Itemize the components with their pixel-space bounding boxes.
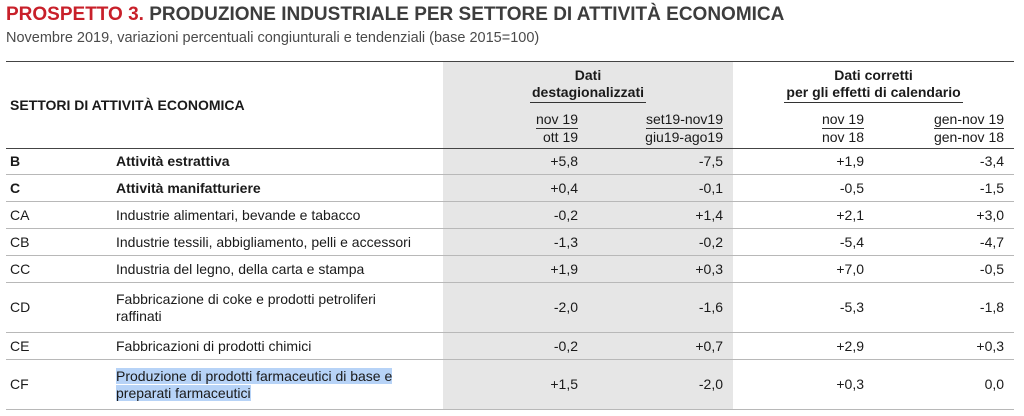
compare-1-bottom: ott 19 (542, 128, 579, 145)
row-value-yoy: +0,3 (733, 359, 875, 410)
row-sector-name[interactable]: Produzione di prodotti farmaceutici di b… (116, 359, 444, 410)
row-value-3m: -0,1 (588, 174, 734, 202)
group2-line2: per gli effetti di calendario (784, 84, 963, 103)
group1-line1: Dati (574, 67, 602, 83)
table-title-text: PRODUZIONE INDUSTRIALE PER SETTORE DI AT… (143, 4, 785, 25)
compare-2-top: set19-nov19 (645, 110, 724, 129)
table-row: CE Fabbricazioni di prodotti chimici -0,… (6, 332, 1015, 360)
row-value-ytd: -1,5 (874, 174, 1015, 202)
row-value-yoy: +2,1 (733, 201, 875, 229)
table-title-lead: PROSPETTO 3. (6, 4, 144, 25)
row-code: CE (6, 332, 116, 360)
row-value-mom: +1,5 (443, 359, 589, 410)
row-value-yoy: +7,0 (733, 255, 875, 283)
table-row: CF Produzione di prodotti farmaceutici d… (6, 359, 1015, 410)
row-sector-name-line1: Fabbricazione di coke e prodotti petroli… (116, 290, 376, 307)
compare-2-bottom: giu19-ago19 (645, 128, 724, 145)
table-row: C Attività manifatturiere +0,4 -0,1 -0,5… (6, 174, 1015, 202)
compare-4-bottom: gen-nov 18 (933, 128, 1005, 145)
row-value-mom: -2,0 (443, 282, 589, 333)
row-value-mom: +1,9 (443, 255, 589, 283)
row-value-3m: -7,5 (588, 148, 734, 175)
compare-1-top: nov 19 (535, 110, 579, 129)
row-code: CF (6, 359, 116, 410)
table-row: CD Fabbricazione di coke e prodotti petr… (6, 282, 1015, 333)
row-sector-name: Industrie alimentari, bevande e tabacco (116, 201, 444, 229)
row-value-yoy: +2,9 (733, 332, 875, 360)
row-sector-name: Fabbricazioni di prodotti chimici (116, 332, 444, 360)
table-row: CA Industrie alimentari, bevande e tabac… (6, 201, 1015, 229)
row-value-mom: +0,4 (443, 174, 589, 202)
row-value-ytd: -0,5 (874, 255, 1015, 283)
row-code: CD (6, 282, 116, 333)
row-value-3m: -0,2 (588, 228, 734, 256)
compare-header-1: nov 19 ott 19 (443, 108, 589, 149)
row-value-ytd: -4,7 (874, 228, 1015, 256)
row-sector-name: Attività manifatturiere (116, 174, 444, 202)
row-sector-name-line2: raffinati (116, 307, 162, 324)
row-value-ytd: +3,0 (874, 201, 1015, 229)
group1-line2: destagionalizzati (530, 84, 647, 103)
row-code: CA (6, 201, 116, 229)
row-value-mom: +5,8 (443, 148, 589, 175)
row-value-3m: +1,4 (588, 201, 734, 229)
table-title: PROSPETTO 3. PRODUZIONE INDUSTRIALE PER … (6, 4, 784, 26)
table-row: CC Industria del legno, della carta e st… (6, 255, 1015, 283)
row-value-mom: -0,2 (443, 332, 589, 360)
row-value-mom: -0,2 (443, 201, 589, 229)
row-sector-name: Industria del legno, della carta e stamp… (116, 255, 444, 283)
sector-column-header: SETTORI DI ATTIVITÀ ECONOMICA (6, 61, 444, 149)
row-value-ytd: 0,0 (874, 359, 1015, 410)
row-value-yoy: +1,9 (733, 148, 875, 175)
table-row: B Attività estrattiva +5,8 -7,5 +1,9 -3,… (6, 148, 1015, 175)
row-code: B (6, 148, 116, 175)
compare-header-3: nov 19 nov 18 (733, 108, 874, 149)
compare-header-2: set19-nov19 giu19-ago19 (588, 108, 734, 149)
production-table: SETTORI DI ATTIVITÀ ECONOMICA Dati desta… (6, 61, 1015, 410)
row-sector-name: Attività estrattiva (116, 148, 444, 175)
row-value-yoy: -5,4 (733, 228, 875, 256)
row-value-3m: +0,3 (588, 255, 734, 283)
row-value-ytd: -1,8 (874, 282, 1015, 333)
compare-4-top: gen-nov 19 (933, 110, 1005, 129)
row-value-yoy: -0,5 (733, 174, 875, 202)
header-group-seasonally-adjusted: Dati destagionalizzati (443, 61, 734, 108)
header-compare-row: nov 19 ott 19 set19-nov19 giu19-ago19 no… (6, 108, 1014, 149)
row-value-3m: +0,7 (588, 332, 734, 360)
row-value-ytd: +0,3 (874, 332, 1015, 360)
header-group-row: SETTORI DI ATTIVITÀ ECONOMICA Dati desta… (6, 61, 1015, 149)
row-sector-name: Fabbricazione di coke e prodotti petroli… (116, 282, 444, 333)
row-value-3m: -1,6 (588, 282, 734, 333)
row-value-yoy: -5,3 (733, 282, 875, 333)
table-row: CB Industrie tessili, abbigliamento, pel… (6, 228, 1015, 256)
header-group-calendar-adjusted: Dati corretti per gli effetti di calenda… (733, 61, 1015, 108)
row-value-ytd: -3,4 (874, 148, 1015, 175)
compare-3-bottom: nov 18 (821, 128, 865, 145)
group2-line1: Dati corretti (834, 67, 913, 83)
row-code: CC (6, 255, 116, 283)
selected-text-line2[interactable]: preparati farmaceutici (116, 384, 251, 401)
selected-text-line1[interactable]: Produzione di prodotti farmaceutici di b… (116, 367, 393, 384)
table-subtitle: Novembre 2019, variazioni percentuali co… (6, 30, 540, 46)
row-sector-name: Industrie tessili, abbigliamento, pelli … (116, 228, 444, 256)
compare-header-4: gen-nov 19 gen-nov 18 (874, 108, 1014, 149)
row-value-mom: -1,3 (443, 228, 589, 256)
row-code: C (6, 174, 116, 202)
row-code: CB (6, 228, 116, 256)
compare-3-top: nov 19 (821, 110, 865, 129)
row-value-3m: -2,0 (588, 359, 734, 410)
